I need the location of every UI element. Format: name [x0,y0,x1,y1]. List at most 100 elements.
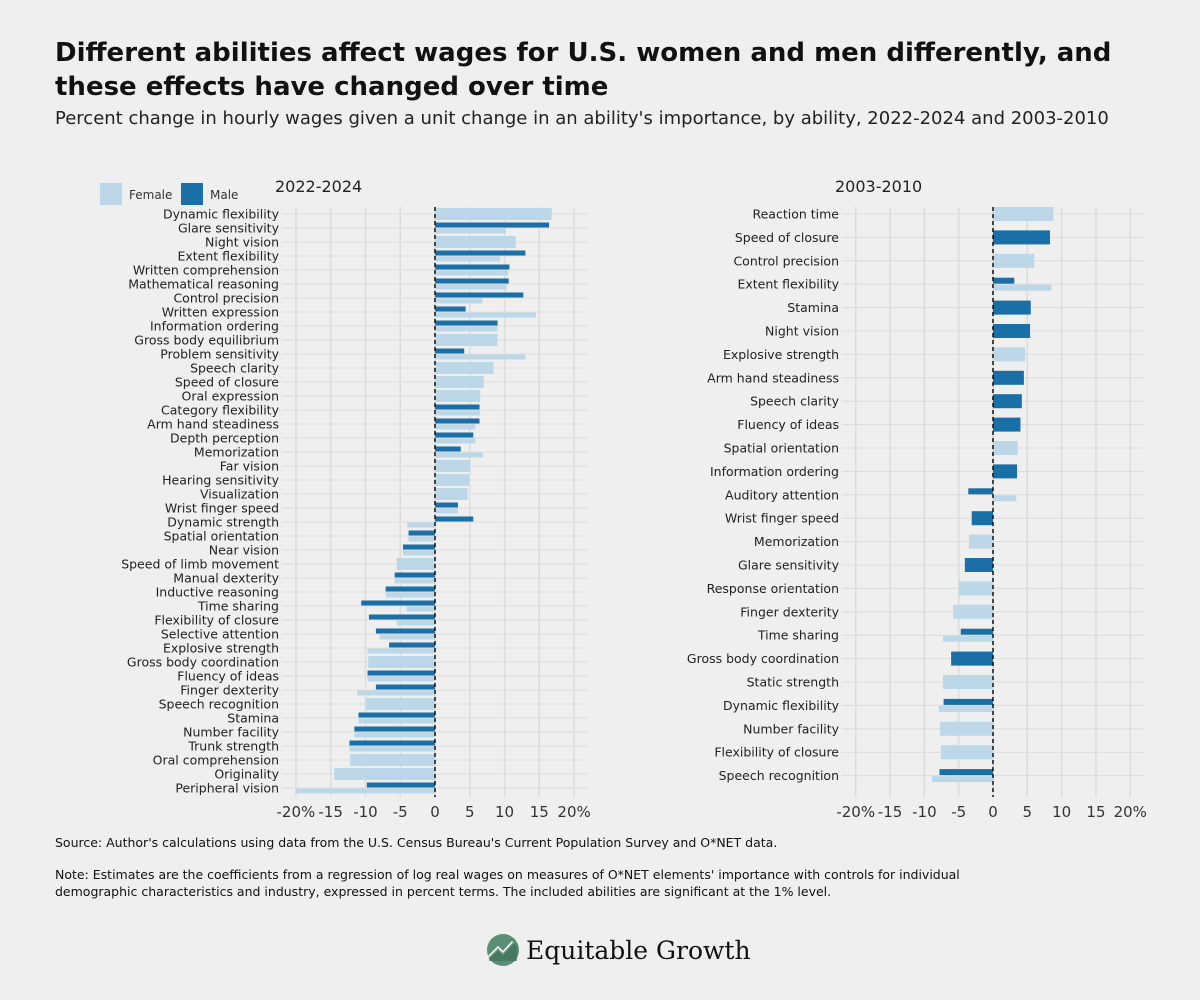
bar-male [361,600,435,606]
category-label: Speed of limb movement [121,557,279,572]
bar-female [435,508,458,514]
bar-female [993,207,1054,221]
bar-female [379,634,435,640]
bar-female [942,675,993,689]
x-tick-label: -15 [878,803,903,821]
category-label: Memorization [754,534,839,549]
category-label: Written comprehension [133,263,279,278]
category-label: Glare sensitivity [178,221,280,236]
x-tick-label: 20% [557,803,590,821]
legend-male-swatch [181,183,203,205]
x-tick-label: 20% [1114,803,1147,821]
category-label: Glare sensitivity [738,558,840,573]
bar-male [375,684,435,690]
chart-title: Different abilities affect wages for U.S… [55,38,1112,102]
category-label: Stamina [787,300,839,315]
x-tick-label: -5 [393,803,408,821]
x-tick-label: 5 [1023,803,1033,821]
x-tick-label: 0 [988,803,998,821]
bar-female [435,228,506,234]
bar-male [435,222,550,228]
x-tick-label: 5 [465,803,475,821]
bar-male [375,628,435,634]
category-label: Number facility [743,721,839,736]
x-tick-label: 15 [1086,803,1105,821]
bar-male [435,264,510,270]
bar-male [435,250,526,256]
bar-female [940,721,993,736]
bar-male [993,324,1031,338]
panel-2003-2010: 2003-2010 Reaction time Speed of closure Co… [687,177,1147,821]
category-label: Spatial orientation [164,529,279,544]
bar-female [958,581,993,596]
bar-male [435,418,480,424]
category-label: Near vision [209,543,279,558]
bar-female [435,424,476,430]
bar-male [971,511,993,526]
bar-male [349,740,435,746]
bar-female [366,698,435,710]
category-label: Dynamic flexibility [723,698,840,713]
x-tick-label: -10 [912,803,937,821]
bar-female [406,606,435,612]
bar-female [435,256,501,262]
bar-female [358,718,435,724]
category-label: Problem sensitivity [160,347,279,362]
category-label: Oral comprehension [153,753,279,768]
x-tick-label: -20% [277,803,316,821]
legend-female-swatch [100,183,122,205]
category-label: Reaction time [752,207,839,222]
category-label: Extent flexibility [737,277,839,292]
category-label: Fluency of ideas [177,669,279,684]
category-label: Trunk strength [187,739,279,754]
category-label: Spatial orientation [724,441,839,456]
bar-female [435,410,481,416]
category-label: Manual dexterity [173,571,279,586]
category-label: Depth perception [170,431,279,446]
category-label: Inductive reasoning [156,585,279,600]
brand-logo: Equitable Growth [486,930,751,970]
category-label: Auditory attention [725,487,839,502]
bar-female [396,558,435,570]
bar-female [295,788,435,794]
bar-male [435,348,465,354]
category-label: Time sharing [197,599,279,614]
bar-male [403,544,435,550]
panel-title: 2022-2024 [275,177,362,196]
equitable-growth-logo-icon [487,934,519,966]
bar-male [435,432,474,438]
bar-male [964,558,993,572]
bar-female [435,326,498,332]
category-label: Gross body coordination [687,651,839,666]
category-label: Control precision [733,253,839,268]
bar-male [354,726,435,732]
bar-female [435,390,481,402]
category-label: Oral expression [181,389,279,404]
x-tick-label: -10 [353,803,378,821]
methodology-note: Note: Estimates are the coefficients fro… [55,867,960,899]
bar-male [993,417,1021,432]
bar-female [403,550,435,556]
bar-female [435,354,526,360]
category-label: Finger dexterity [740,604,839,619]
bar-male [993,277,1015,284]
bar-female [396,620,435,626]
bar-male [943,698,993,705]
panel-title: 2003-2010 [835,177,922,196]
bar-male [960,628,993,635]
bar-female [435,312,536,318]
bar-female [993,495,1017,502]
legend-male-label: Male [210,188,238,202]
category-label: Peripheral vision [175,781,279,796]
category-label: Response orientation [707,581,839,596]
bar-female [357,690,435,696]
bar-male [385,586,435,592]
bar-female [435,452,483,458]
x-tick-label: 15 [530,803,549,821]
bar-female [350,754,435,766]
bar-female [938,705,993,712]
bar-male [408,530,435,536]
category-label: Night vision [205,235,279,250]
bar-male [435,502,458,508]
